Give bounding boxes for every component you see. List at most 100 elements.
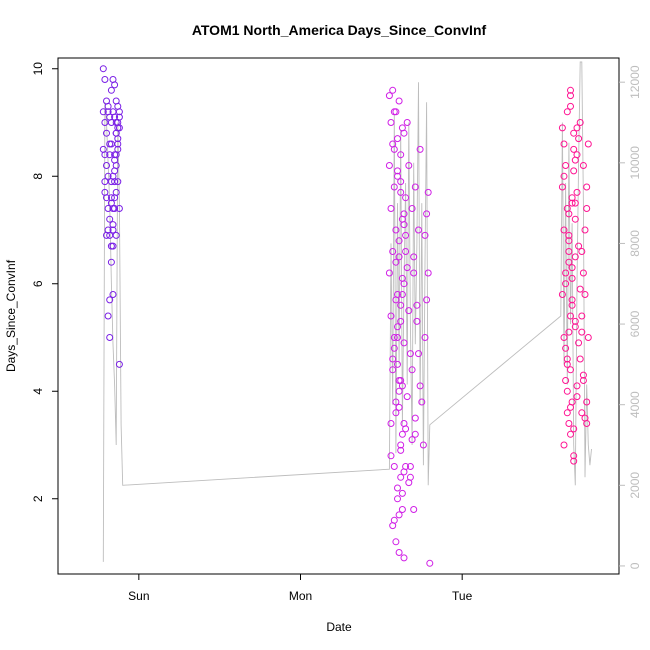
data-point	[394, 172, 401, 180]
data-point	[563, 355, 571, 363]
data-point	[111, 178, 119, 186]
data-point	[560, 441, 568, 449]
data-point	[389, 86, 397, 94]
data-point	[400, 221, 408, 229]
data-point	[571, 199, 579, 207]
data-point	[406, 463, 414, 470]
data-point	[424, 269, 432, 277]
data-point	[562, 162, 570, 169]
data-point	[395, 387, 403, 395]
y-tick-label: 6	[31, 280, 45, 287]
data-point	[112, 119, 120, 126]
data-point	[571, 317, 579, 325]
data-point	[394, 167, 401, 175]
data-point	[570, 425, 578, 433]
y-tick-label: 2	[31, 495, 45, 502]
data-point	[575, 135, 583, 143]
data-point	[573, 382, 581, 390]
data-point	[403, 393, 411, 401]
data-point	[568, 296, 576, 304]
data-point	[416, 145, 424, 153]
data-point	[405, 162, 413, 169]
data-point	[421, 334, 429, 341]
data-point	[562, 269, 570, 277]
data-point	[560, 226, 568, 234]
data-point	[402, 248, 410, 255]
secondary-series-line	[102, 61, 592, 562]
data-point	[99, 108, 107, 116]
data-point	[395, 549, 403, 556]
data-point	[103, 129, 110, 137]
data-point	[565, 420, 573, 427]
data-point	[563, 108, 571, 116]
data-point	[402, 231, 410, 239]
data-point	[390, 145, 398, 153]
data-point	[115, 113, 123, 121]
data-point	[114, 178, 122, 186]
data-point	[578, 312, 586, 320]
data-point	[560, 334, 568, 341]
data-point	[387, 312, 395, 320]
data-point	[397, 301, 405, 309]
data-point	[392, 538, 400, 546]
data-point	[392, 296, 400, 304]
data-point	[571, 215, 579, 223]
data-point	[104, 108, 112, 116]
data-point	[390, 463, 398, 470]
data-point	[408, 205, 416, 212]
y2-tick-label: 6000	[628, 310, 642, 337]
data-point	[398, 124, 406, 132]
data-point	[400, 420, 408, 427]
data-point	[562, 280, 570, 288]
data-point	[584, 140, 592, 148]
data-point	[567, 102, 574, 110]
data-point	[415, 350, 422, 358]
data-point	[103, 162, 110, 169]
data-point	[398, 506, 406, 513]
data-point	[398, 489, 406, 497]
y2-tick-label: 10000	[628, 146, 642, 180]
data-point	[392, 226, 400, 234]
data-point	[563, 409, 571, 417]
data-point	[104, 312, 112, 320]
data-point	[563, 387, 571, 395]
data-point	[565, 237, 573, 245]
data-point	[392, 398, 400, 406]
data-point	[387, 420, 395, 427]
data-point	[558, 124, 566, 132]
y2-tick-label: 2000	[628, 472, 642, 499]
data-point	[579, 371, 587, 379]
data-point	[565, 210, 573, 218]
y2-tick-label: 0	[628, 562, 642, 569]
data-point	[390, 183, 398, 191]
data-point	[114, 135, 122, 143]
data-point	[394, 495, 401, 503]
data-point	[395, 237, 403, 245]
data-point	[405, 307, 413, 315]
data-point	[400, 210, 408, 218]
data-point	[397, 377, 405, 384]
data-point	[111, 194, 119, 202]
data-point	[402, 194, 410, 202]
data-point	[579, 377, 587, 384]
data-point	[394, 484, 401, 492]
data-point	[385, 162, 393, 169]
data-point	[109, 221, 117, 229]
data-point	[389, 355, 397, 363]
data-point	[573, 393, 581, 401]
data-point	[104, 102, 112, 110]
data-point	[402, 463, 410, 470]
data-point	[389, 366, 397, 374]
data-point	[395, 511, 403, 519]
data-point	[387, 119, 395, 126]
data-point	[562, 377, 570, 384]
data-point	[567, 312, 574, 320]
data-point	[390, 334, 398, 341]
data-point	[584, 334, 592, 341]
data-point	[410, 253, 418, 261]
data-point	[571, 156, 579, 164]
data-point	[581, 226, 589, 234]
data-point	[411, 414, 419, 422]
data-point	[571, 253, 579, 261]
